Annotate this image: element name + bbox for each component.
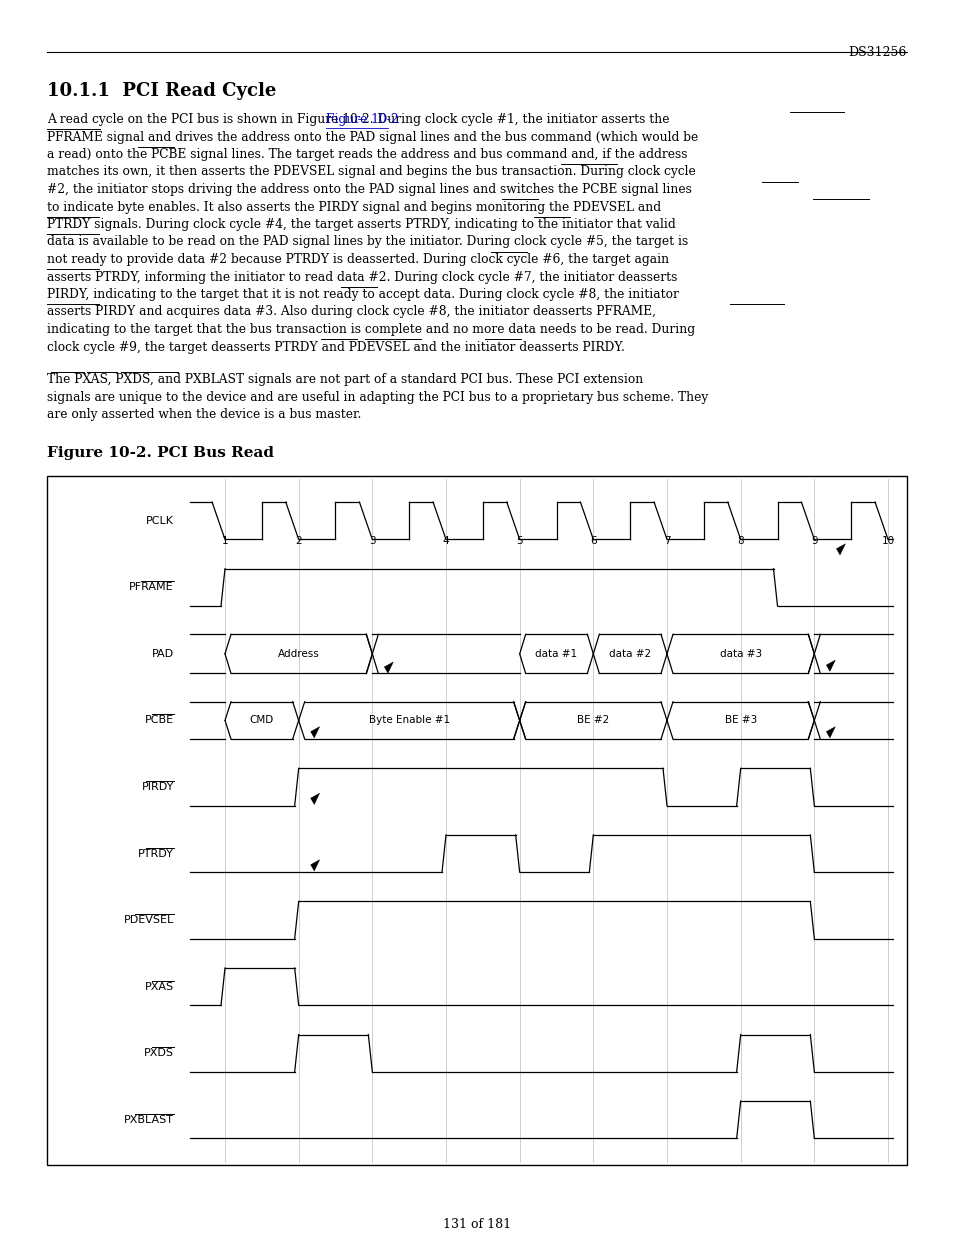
Text: Figure 10-2. PCI Bus Read: Figure 10-2. PCI Bus Read <box>47 446 274 459</box>
Text: Figure 10-2: Figure 10-2 <box>326 112 398 126</box>
Text: The PXAS, PXDS, and PXBLAST signals are not part of a standard PCI bus. These PC: The PXAS, PXDS, and PXBLAST signals are … <box>47 373 642 387</box>
Text: matches its own, it then asserts the PDEVSEL signal and begins the bus transacti: matches its own, it then asserts the PDE… <box>47 165 695 179</box>
Text: a read) onto the PCBE signal lines. The target reads the address and bus command: a read) onto the PCBE signal lines. The … <box>47 148 687 161</box>
Text: asserts PIRDY and acquires data #3. Also during clock cycle #8, the initiator de: asserts PIRDY and acquires data #3. Also… <box>47 305 656 319</box>
Text: asserts PTRDY, informing the initiator to read data #2. During clock cycle #7, t: asserts PTRDY, informing the initiator t… <box>47 270 677 284</box>
Polygon shape <box>311 793 319 804</box>
Text: data #2: data #2 <box>608 648 651 659</box>
Text: PAD: PAD <box>152 648 173 659</box>
Text: PFRAME: PFRAME <box>130 583 173 593</box>
Text: PCBE: PCBE <box>145 715 173 725</box>
Text: 3: 3 <box>369 536 375 546</box>
Text: data is available to be read on the PAD signal lines by the initiator. During cl: data is available to be read on the PAD … <box>47 236 687 248</box>
Text: 10.1.1  PCI Read Cycle: 10.1.1 PCI Read Cycle <box>47 82 276 100</box>
Text: CMD: CMD <box>250 715 274 725</box>
Text: 8: 8 <box>737 536 743 546</box>
Polygon shape <box>825 659 835 672</box>
Text: Address: Address <box>277 648 319 659</box>
Text: PXBLAST: PXBLAST <box>124 1115 173 1125</box>
Polygon shape <box>825 726 835 737</box>
Text: 4: 4 <box>442 536 449 546</box>
Text: PDEVSEL: PDEVSEL <box>124 915 173 925</box>
Text: signals are unique to the device and are useful in adapting the PCI bus to a pro: signals are unique to the device and are… <box>47 390 707 404</box>
Text: Byte Enable #1: Byte Enable #1 <box>368 715 449 725</box>
Text: BE #2: BE #2 <box>577 715 609 725</box>
Text: PIRDY: PIRDY <box>141 782 173 792</box>
Text: PTRDY: PTRDY <box>138 848 173 858</box>
Text: indicating to the target that the bus transaction is complete and no more data n: indicating to the target that the bus tr… <box>47 324 695 336</box>
Text: are only asserted when the device is a bus master.: are only asserted when the device is a b… <box>47 408 361 421</box>
Text: clock cycle #9, the target deasserts PTRDY and PDEVSEL and the initiator deasser: clock cycle #9, the target deasserts PTR… <box>47 341 624 353</box>
Text: A read cycle on the PCI bus is shown in Figure 10-2. During clock cycle #1, the : A read cycle on the PCI bus is shown in … <box>47 112 669 126</box>
Text: PXAS: PXAS <box>145 982 173 992</box>
Text: data #3: data #3 <box>719 648 760 659</box>
Text: DS31256: DS31256 <box>848 46 906 59</box>
Text: 9: 9 <box>810 536 817 546</box>
Text: 1: 1 <box>221 536 228 546</box>
Text: PXDS: PXDS <box>144 1049 173 1058</box>
Text: 7: 7 <box>663 536 670 546</box>
Polygon shape <box>311 726 319 737</box>
Text: 2: 2 <box>295 536 302 546</box>
Text: 5: 5 <box>516 536 522 546</box>
Text: 131 of 181: 131 of 181 <box>442 1218 511 1231</box>
Text: 6: 6 <box>589 536 596 546</box>
Text: PFRAME signal and drives the address onto the PAD signal lines and the bus comma: PFRAME signal and drives the address ont… <box>47 131 698 143</box>
Text: #2, the initiator stops driving the address onto the PAD signal lines and switch: #2, the initiator stops driving the addr… <box>47 183 691 196</box>
Polygon shape <box>311 860 319 871</box>
Text: PCLK: PCLK <box>146 516 173 526</box>
Text: to indicate byte enables. It also asserts the PIRDY signal and begins monitoring: to indicate byte enables. It also assert… <box>47 200 660 214</box>
Bar <box>47 475 906 1165</box>
Text: PTRDY signals. During clock cycle #4, the target asserts PTRDY, indicating to th: PTRDY signals. During clock cycle #4, th… <box>47 219 675 231</box>
Text: BE #3: BE #3 <box>723 715 756 725</box>
Text: PIRDY, indicating to the target that it is not ready to accept data. During cloc: PIRDY, indicating to the target that it … <box>47 288 679 301</box>
Text: data #1: data #1 <box>535 648 577 659</box>
Text: 10: 10 <box>881 536 894 546</box>
Polygon shape <box>384 662 393 673</box>
Text: not ready to provide data #2 because PTRDY is deasserted. During clock cycle #6,: not ready to provide data #2 because PTR… <box>47 253 668 266</box>
Polygon shape <box>836 543 844 555</box>
